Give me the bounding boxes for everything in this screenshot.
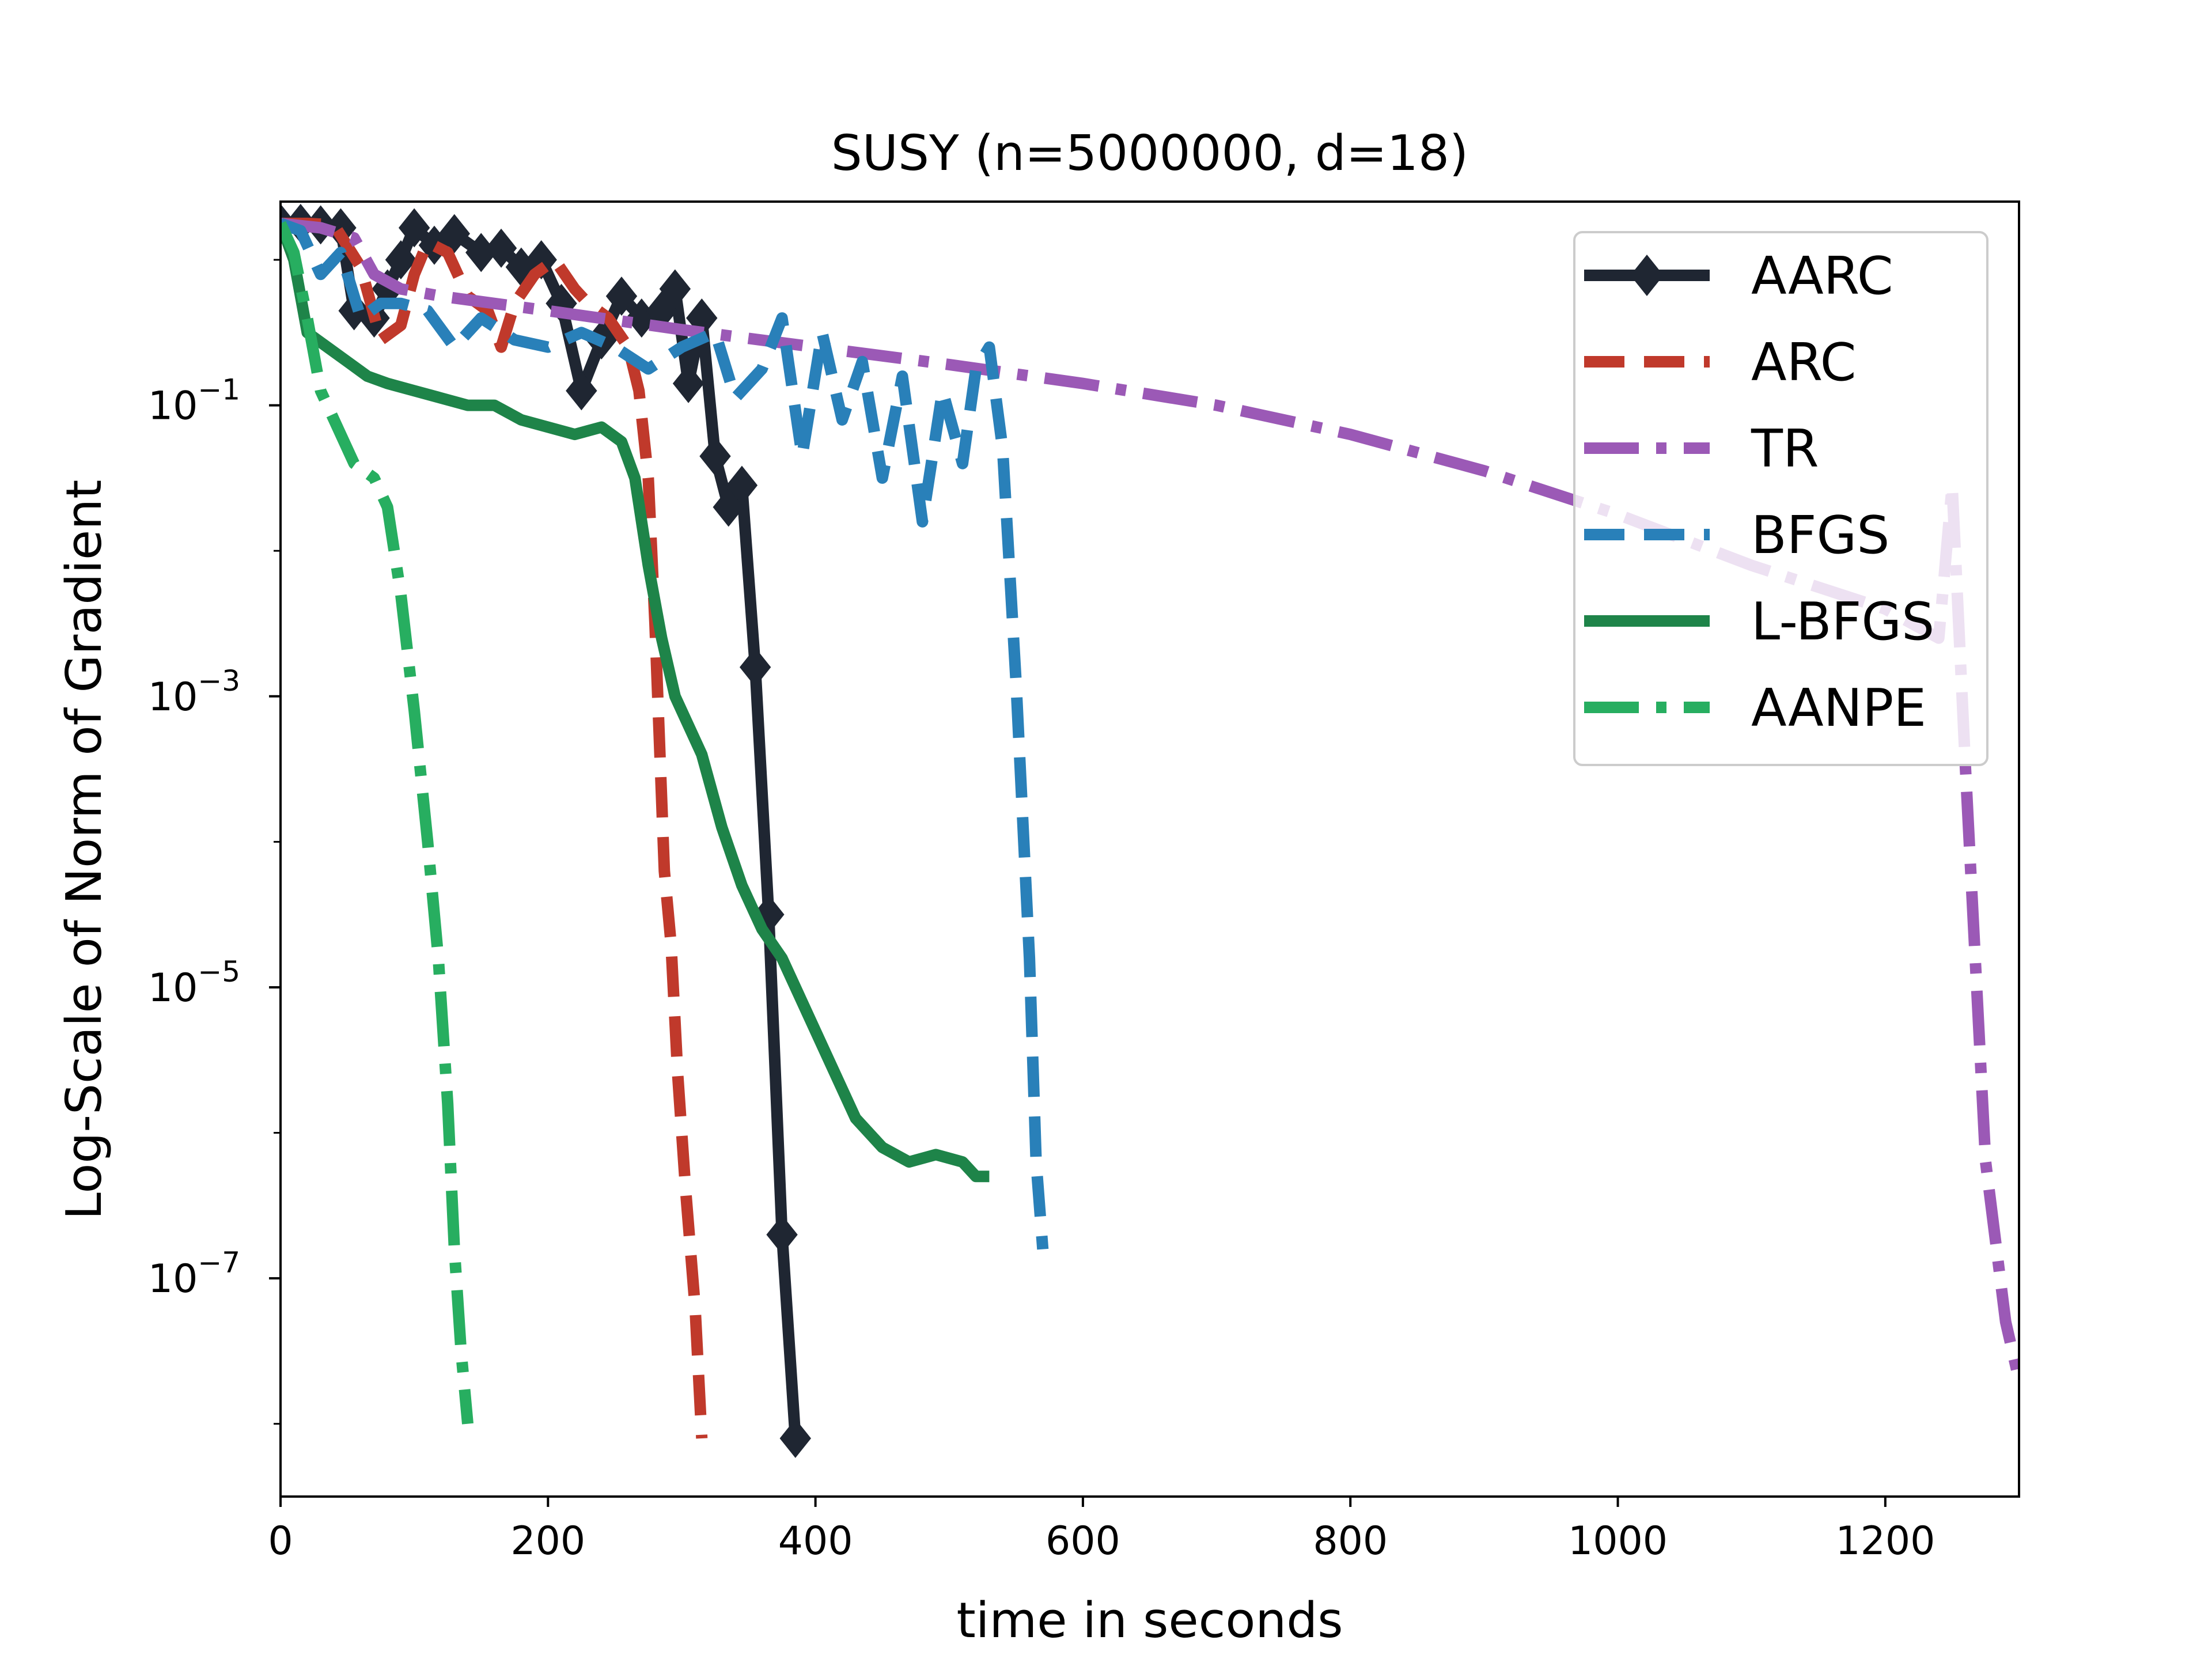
legend: AARC ARC TR BFGS L-BFGS AANPE [1573, 231, 1988, 766]
legend-label-l-bfgs: L-BFGS [1751, 592, 1934, 652]
data-point-aarc [686, 298, 718, 338]
x-tick-label: 0 [268, 1518, 293, 1564]
y-tick-label: 10−1 [148, 373, 240, 429]
data-point-aarc [672, 363, 704, 403]
data-point-aarc [485, 228, 517, 268]
x-tick-label: 200 [510, 1518, 585, 1564]
data-point-aarc [398, 208, 430, 248]
data-point-aarc [605, 276, 638, 316]
legend-label-aanpe: AANPE [1751, 678, 1926, 738]
data-point-aarc [566, 371, 597, 411]
y-tick-base: 10 [148, 384, 198, 429]
y-tick-exponent: −1 [198, 373, 240, 407]
series-line-tr [281, 217, 2019, 1382]
x-axis-label: time in seconds [957, 1592, 1343, 1649]
data-point-aarc [726, 465, 758, 505]
y-tick-exponent: −3 [198, 664, 240, 698]
legend-label-tr: TR [1751, 419, 1819, 479]
y-tick-exponent: −5 [198, 955, 240, 988]
plot-frame [279, 200, 2020, 1498]
data-point-aarc [438, 214, 470, 253]
data-point-aarc [766, 1215, 798, 1255]
data-point-aarc [385, 240, 417, 280]
y-tick-label: 10−7 [148, 1246, 240, 1302]
y-tick-exponent: −7 [198, 1246, 240, 1279]
y-axis-label: Log-Scale of Norm of Gradient [56, 480, 113, 1220]
data-point-aarc [465, 233, 497, 272]
legend-label-bfgs: BFGS [1751, 505, 1889, 566]
y-tick-label: 10−5 [148, 955, 240, 1011]
x-tick-label: 400 [778, 1518, 853, 1564]
series-layer [281, 203, 2019, 1458]
data-point-aarc [779, 1418, 811, 1458]
x-tick-label: 1200 [1835, 1518, 1935, 1564]
y-tick-label: 10−3 [148, 664, 240, 720]
series-line-bfgs [281, 218, 1049, 1250]
data-point-aarc [699, 437, 731, 476]
legend-marker-aarc [1630, 255, 1664, 296]
y-tick-base: 10 [148, 675, 198, 720]
data-point-aarc [713, 487, 744, 527]
series-line-aanpe [281, 221, 474, 1425]
y-axis-ticks: 10−110−310−510−7 [148, 259, 281, 1425]
x-axis-ticks: 0 200 400 600 800 1000 1200 [268, 1497, 1935, 1564]
data-point-aarc [659, 269, 691, 309]
x-tick-label: 600 [1046, 1518, 1120, 1564]
y-tick-base: 10 [148, 1256, 198, 1302]
x-tick-label: 800 [1313, 1518, 1388, 1564]
y-tick-base: 10 [148, 965, 198, 1011]
data-point-aarc [753, 895, 785, 934]
series-line-arc [281, 217, 708, 1439]
chart-title: SUSY (n=5000000, d=18) [831, 125, 1468, 182]
legend-label-aarc: AARC [1751, 246, 1893, 306]
series-line-l-bfgs [281, 221, 990, 1183]
data-point-aarc [372, 269, 403, 309]
x-tick-label: 1000 [1568, 1518, 1668, 1564]
data-point-aarc [739, 647, 771, 687]
data-point-aarc [525, 240, 557, 280]
legend-label-arc: ARC [1751, 332, 1856, 393]
